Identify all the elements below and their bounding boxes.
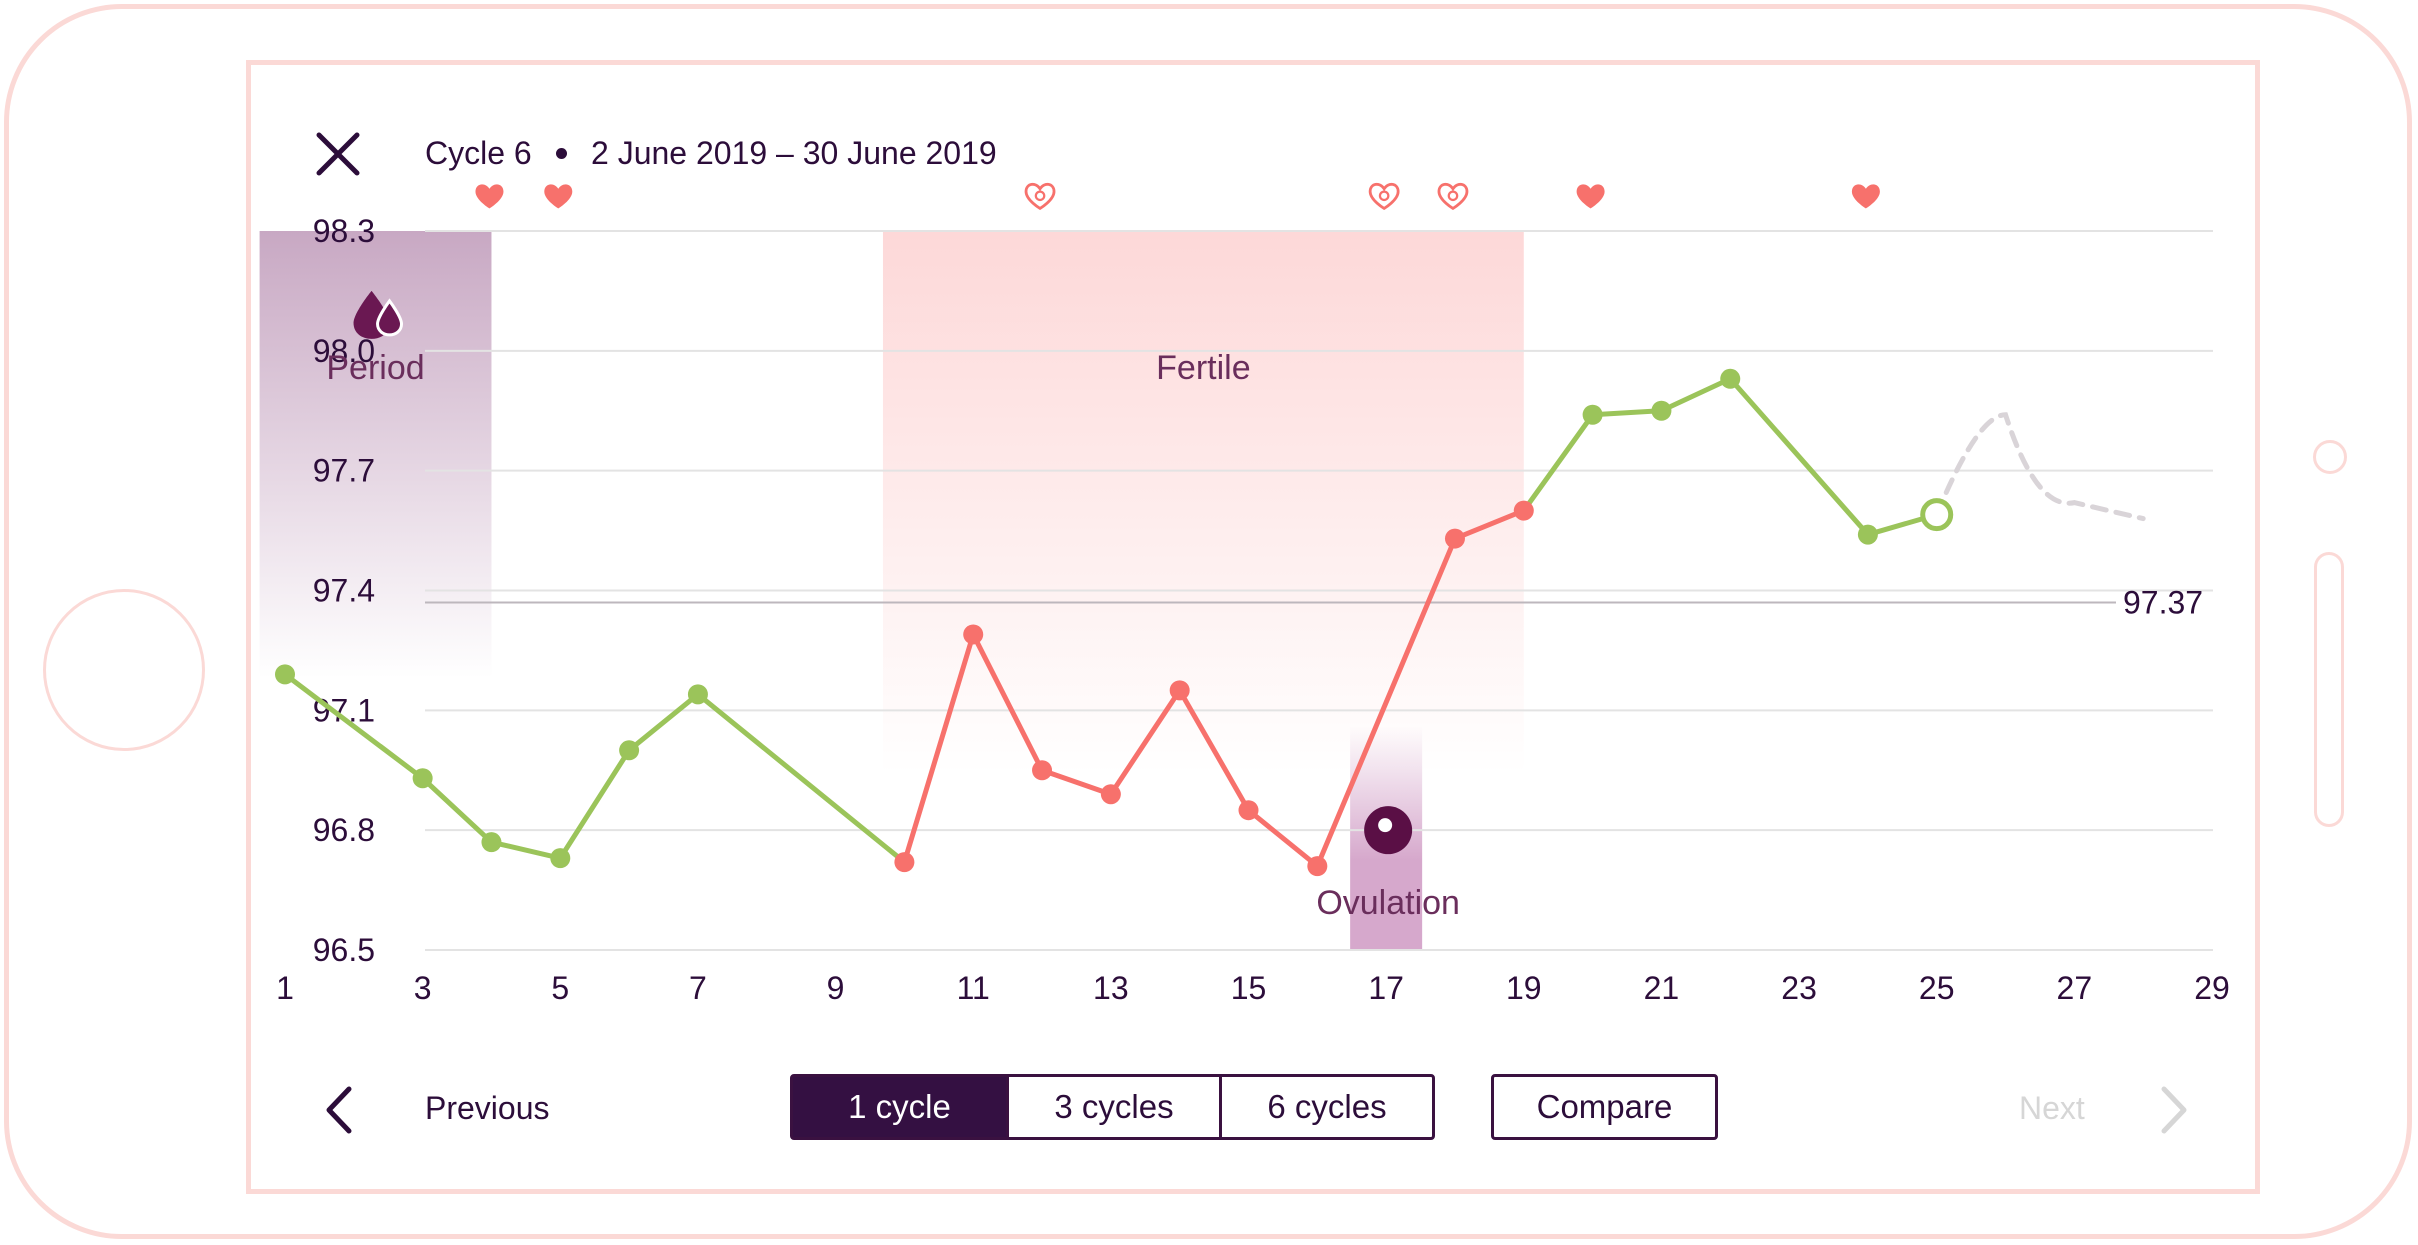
- x-tick-label: 17: [1368, 970, 1404, 1006]
- temperature-point[interactable]: [1651, 400, 1672, 421]
- temperature-point[interactable]: [1169, 680, 1190, 701]
- temperature-point[interactable]: [1857, 524, 1878, 545]
- x-tick-label: 25: [1919, 970, 1955, 1006]
- coverline-label: 97.37: [2123, 584, 2203, 620]
- next-button[interactable]: Next: [2019, 1090, 2085, 1126]
- y-tick-label: 98.3: [313, 213, 375, 249]
- range-1-cycle-button[interactable]: 1 cycle: [793, 1077, 1006, 1137]
- temperature-point[interactable]: [481, 832, 502, 853]
- protected-heart-icon: [1368, 182, 1400, 211]
- cycle-range-selector: 1 cycle 3 cycles 6 cycles: [790, 1074, 1435, 1140]
- compare-button[interactable]: Compare: [1491, 1074, 1718, 1140]
- temperature-point[interactable]: [1307, 856, 1328, 877]
- temperature-point[interactable]: [275, 664, 295, 685]
- x-tick-label: 13: [1093, 970, 1129, 1006]
- x-tick-label: 7: [689, 970, 707, 1006]
- temperature-point[interactable]: [963, 624, 984, 645]
- ovulation-label: Ovulation: [1316, 884, 1460, 922]
- temperature-point[interactable]: [1100, 784, 1121, 805]
- y-tick-label: 97.4: [313, 573, 375, 609]
- x-tick-label: 21: [1644, 970, 1680, 1006]
- temperature-point[interactable]: [894, 852, 915, 873]
- x-tick-label: 23: [1781, 970, 1817, 1006]
- range-6-cycles-button[interactable]: 6 cycles: [1219, 1077, 1432, 1137]
- temperature-point[interactable]: [550, 848, 571, 869]
- camera-dot: [2313, 440, 2347, 474]
- period-label: Period: [326, 349, 424, 387]
- heart-icon: [475, 184, 504, 209]
- previous-button[interactable]: Previous: [425, 1090, 550, 1126]
- device-frame: [4, 4, 2412, 1239]
- blood-drops-icon: [353, 290, 404, 339]
- temperature-point[interactable]: [1032, 760, 1053, 781]
- x-tick-label: 1: [276, 970, 294, 1006]
- y-tick-label: 96.8: [313, 812, 375, 848]
- protected-heart-icon: [1437, 182, 1469, 211]
- heart-icon: [1576, 184, 1605, 209]
- app-screen: Cycle 6 2 June 2019 – 30 June 2019 97.37…: [246, 60, 2260, 1194]
- separator-dot: [556, 148, 567, 159]
- previous-chevron-icon[interactable]: [321, 1085, 357, 1135]
- next-chevron-icon[interactable]: [2156, 1085, 2192, 1135]
- heart-icon: [544, 184, 573, 209]
- temperature-point[interactable]: [412, 768, 433, 789]
- close-icon[interactable]: [313, 129, 363, 179]
- fertile-label: Fertile: [1156, 349, 1250, 387]
- x-tick-label: 27: [2057, 970, 2093, 1006]
- x-tick-label: 3: [414, 970, 432, 1006]
- range-3-cycles-button[interactable]: 3 cycles: [1006, 1077, 1219, 1137]
- fertile-band: [882, 231, 1524, 775]
- temperature-line-low: [283, 672, 906, 865]
- y-tick-label: 96.5: [313, 932, 375, 968]
- y-tick-label: 97.1: [313, 692, 375, 728]
- egg-icon: [1364, 806, 1413, 855]
- temperature-point[interactable]: [1513, 500, 1534, 521]
- x-tick-label: 19: [1506, 970, 1542, 1006]
- x-tick-label: 15: [1231, 970, 1267, 1006]
- heart-icon: [1851, 184, 1880, 209]
- x-tick-label: 9: [827, 970, 845, 1006]
- protected-heart-icon: [1024, 182, 1056, 211]
- temperature-point[interactable]: [1238, 800, 1259, 821]
- x-tick-label: 5: [551, 970, 569, 1006]
- temperature-point[interactable]: [1720, 368, 1741, 389]
- temperature-point[interactable]: [619, 740, 640, 761]
- temperature-point[interactable]: [687, 684, 708, 705]
- home-button: [43, 589, 205, 751]
- speaker-slot: [2314, 552, 2344, 827]
- cycle-label: Cycle 6: [425, 135, 532, 171]
- cycle-date-range: 2 June 2019 – 30 June 2019: [591, 135, 997, 171]
- x-tick-label: 11: [957, 970, 990, 1006]
- y-tick-label: 98.0: [313, 333, 375, 369]
- temperature-point[interactable]: [1582, 404, 1603, 425]
- today-data-point[interactable]: [1920, 498, 1954, 532]
- predicted-temperature-line: [1934, 412, 2146, 522]
- x-tick-label: 29: [2194, 970, 2230, 1006]
- y-tick-label: 97.7: [313, 453, 375, 489]
- temperature-point[interactable]: [1444, 528, 1465, 549]
- temperature-line-high: [1521, 376, 1938, 538]
